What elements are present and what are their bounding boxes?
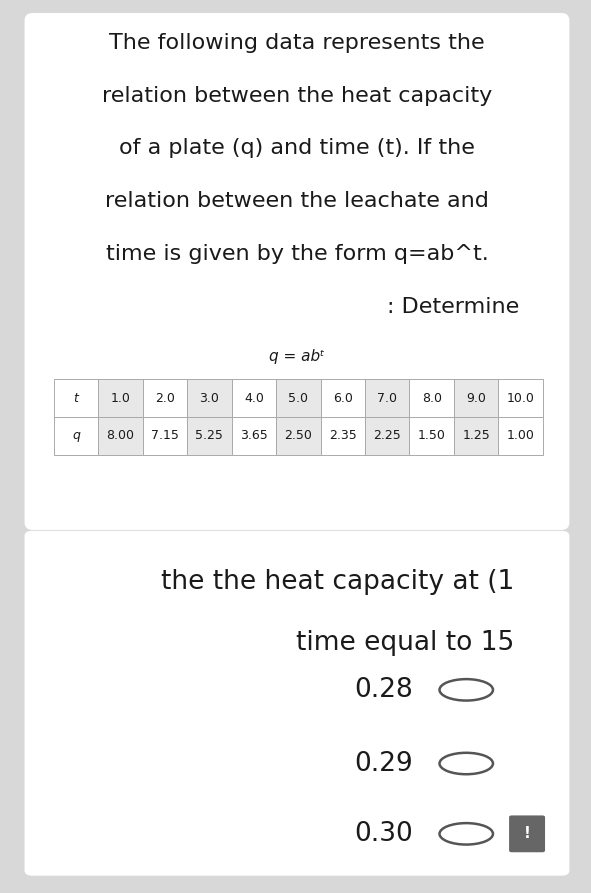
Ellipse shape — [440, 679, 493, 700]
Bar — [142, 417, 187, 455]
Text: q: q — [72, 430, 80, 442]
FancyBboxPatch shape — [25, 530, 569, 876]
Text: !: ! — [524, 826, 531, 841]
Bar — [498, 380, 543, 417]
Bar — [498, 417, 543, 455]
Text: the the heat capacity at (1: the the heat capacity at (1 — [161, 570, 514, 596]
Bar — [54, 380, 98, 417]
Text: time equal to 15: time equal to 15 — [296, 630, 514, 655]
Text: 10.0: 10.0 — [506, 392, 535, 405]
Text: 3.65: 3.65 — [240, 430, 268, 442]
Bar — [410, 417, 454, 455]
FancyBboxPatch shape — [25, 13, 569, 530]
Text: 7.0: 7.0 — [377, 392, 397, 405]
Bar — [276, 380, 320, 417]
Ellipse shape — [440, 753, 493, 774]
Text: 1.0: 1.0 — [111, 392, 131, 405]
Text: of a plate (q) and time (t). If the: of a plate (q) and time (t). If the — [119, 138, 475, 158]
Bar — [98, 380, 142, 417]
Bar — [320, 417, 365, 455]
Text: 2.0: 2.0 — [155, 392, 175, 405]
Bar — [187, 417, 232, 455]
Bar — [187, 380, 232, 417]
Text: : Determine: : Determine — [387, 296, 519, 316]
Text: 7.15: 7.15 — [151, 430, 179, 442]
Text: q = abᵗ: q = abᵗ — [269, 349, 325, 364]
Text: 5.25: 5.25 — [196, 430, 223, 442]
Text: 8.00: 8.00 — [106, 430, 134, 442]
Bar — [232, 380, 276, 417]
Bar — [98, 417, 142, 455]
Text: 4.0: 4.0 — [244, 392, 264, 405]
Text: 9.0: 9.0 — [466, 392, 486, 405]
Text: time is given by the form q=ab^t.: time is given by the form q=ab^t. — [106, 244, 488, 263]
Text: 1.50: 1.50 — [418, 430, 446, 442]
Bar — [232, 417, 276, 455]
Text: relation between the leachate and: relation between the leachate and — [105, 191, 489, 211]
Text: 0.30: 0.30 — [355, 821, 413, 847]
Text: 8.0: 8.0 — [422, 392, 441, 405]
Bar — [320, 380, 365, 417]
Bar — [276, 417, 320, 455]
Text: 2.35: 2.35 — [329, 430, 356, 442]
Bar — [54, 417, 98, 455]
Bar — [365, 380, 410, 417]
Text: 0.29: 0.29 — [355, 750, 413, 777]
Text: 3.0: 3.0 — [199, 392, 219, 405]
Text: 2.25: 2.25 — [374, 430, 401, 442]
Text: 0.28: 0.28 — [355, 677, 413, 703]
Text: 1.00: 1.00 — [506, 430, 535, 442]
Bar — [142, 380, 187, 417]
Text: 5.0: 5.0 — [288, 392, 309, 405]
Ellipse shape — [440, 823, 493, 845]
Text: The following data represents the: The following data represents the — [109, 33, 485, 53]
Text: 1.25: 1.25 — [462, 430, 490, 442]
Text: 2.50: 2.50 — [284, 430, 312, 442]
Bar — [365, 417, 410, 455]
Bar — [454, 380, 498, 417]
Text: relation between the heat capacity: relation between the heat capacity — [102, 86, 492, 105]
Bar — [410, 380, 454, 417]
Bar — [454, 417, 498, 455]
Text: 6.0: 6.0 — [333, 392, 353, 405]
Text: t: t — [73, 392, 79, 405]
FancyBboxPatch shape — [509, 815, 545, 852]
